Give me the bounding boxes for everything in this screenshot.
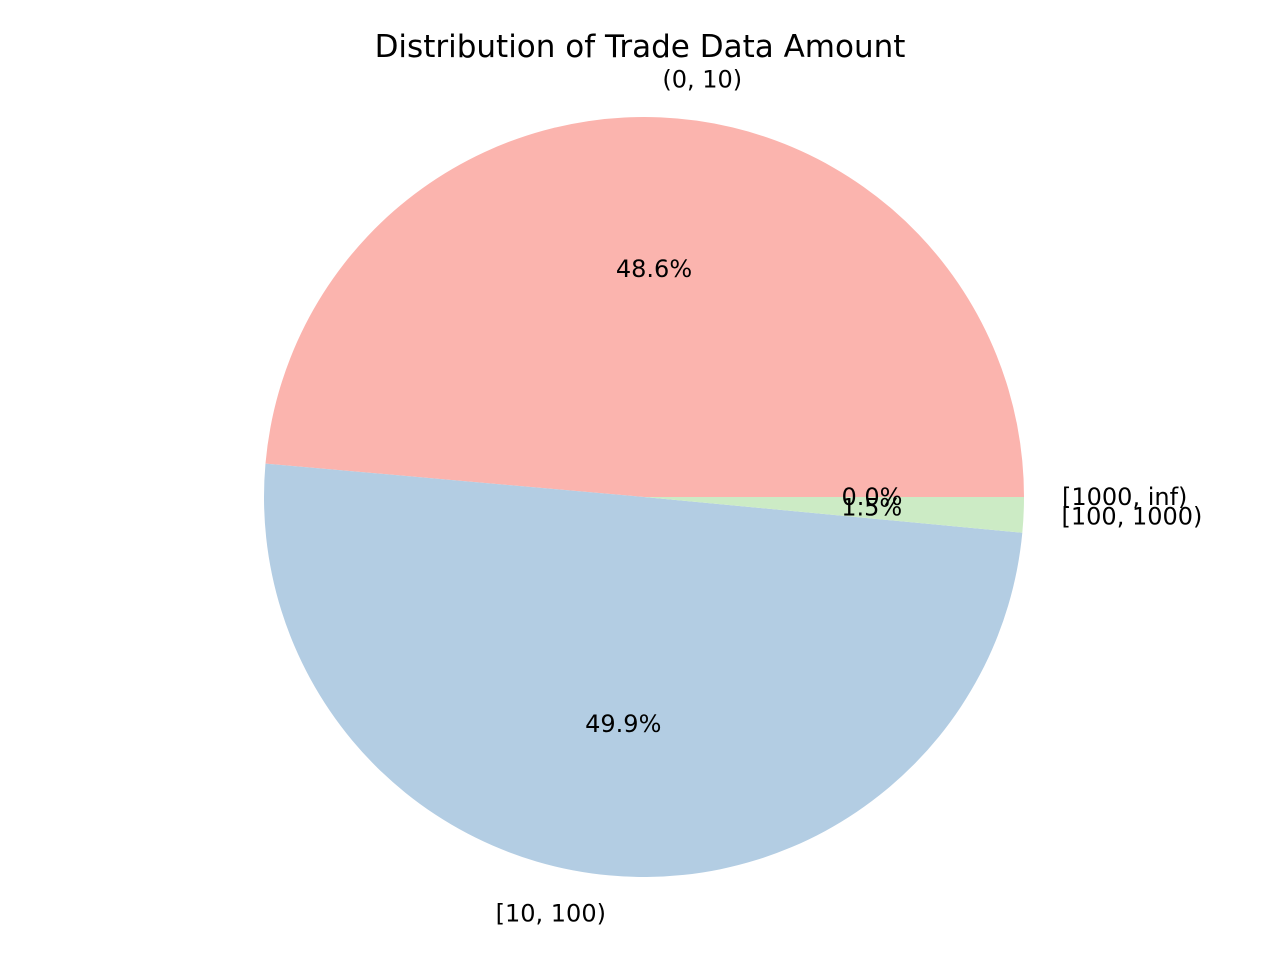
category-label-2: [100, 1000) [1062,503,1203,531]
percent-label-1: 49.9% [585,710,661,738]
percent-label-0: 48.6% [616,255,692,283]
pie-slice-1 [264,463,1023,877]
category-label-3: [1000, inf) [1062,483,1187,511]
category-label-0: (0, 10) [662,65,742,93]
pie-slice-2 [644,497,1024,533]
chart-title: Distribution of Trade Data Amount [375,29,906,65]
pie-labels: 48.6% (0, 10) 49.9% [10, 100) 1.5% [100, 1000… [496,65,1203,927]
category-label-1: [10, 100) [496,899,606,927]
percent-label-3: 0.0% [842,483,903,511]
percent-label-2: 1.5% [841,494,902,522]
pie-slice-0 [265,116,1024,498]
pie-slices [264,116,1024,877]
